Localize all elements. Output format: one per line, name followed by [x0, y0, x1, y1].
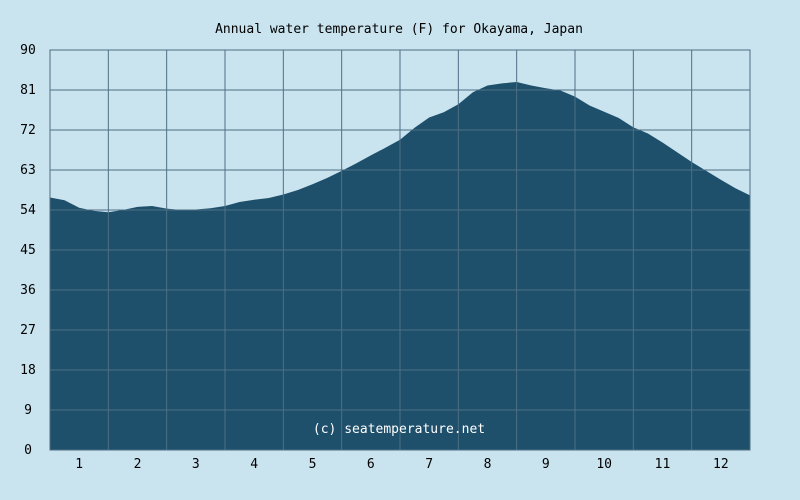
y-tick-label: 54: [20, 203, 36, 218]
y-tick-label: 36: [20, 283, 36, 298]
x-tick-label: 12: [713, 457, 729, 472]
y-tick-label: 72: [20, 123, 36, 138]
y-axis-ticks: 0 9 18 27 36 45 54 63 72 81 90: [20, 43, 36, 458]
y-tick-label: 9: [24, 403, 32, 418]
y-tick-label: 0: [24, 443, 32, 458]
y-tick-label: 18: [20, 363, 36, 378]
plot-frame: [49, 49, 751, 451]
chart-title: Annual water temperature (F) for Okayama…: [215, 22, 583, 37]
x-tick-label: 8: [484, 457, 492, 472]
x-tick-label: 4: [250, 457, 258, 472]
x-tick-label: 6: [367, 457, 375, 472]
x-tick-label: 2: [134, 457, 142, 472]
x-axis-ticks: 1 2 3 4 5 6 7 8 9 10 11 12: [75, 457, 728, 472]
y-tick-label: 90: [20, 43, 36, 58]
watermark-text: (c) seatemperature.net: [313, 422, 485, 437]
x-tick-label: 3: [192, 457, 200, 472]
x-tick-label: 7: [425, 457, 433, 472]
y-tick-label: 63: [20, 163, 36, 178]
x-tick-label: 5: [309, 457, 317, 472]
y-tick-label: 81: [20, 83, 36, 98]
y-tick-label: 27: [20, 323, 36, 338]
x-tick-label: 10: [596, 457, 612, 472]
x-tick-label: 9: [542, 457, 550, 472]
x-tick-label: 11: [655, 457, 671, 472]
x-tick-label: 1: [75, 457, 83, 472]
y-tick-label: 45: [20, 243, 36, 258]
